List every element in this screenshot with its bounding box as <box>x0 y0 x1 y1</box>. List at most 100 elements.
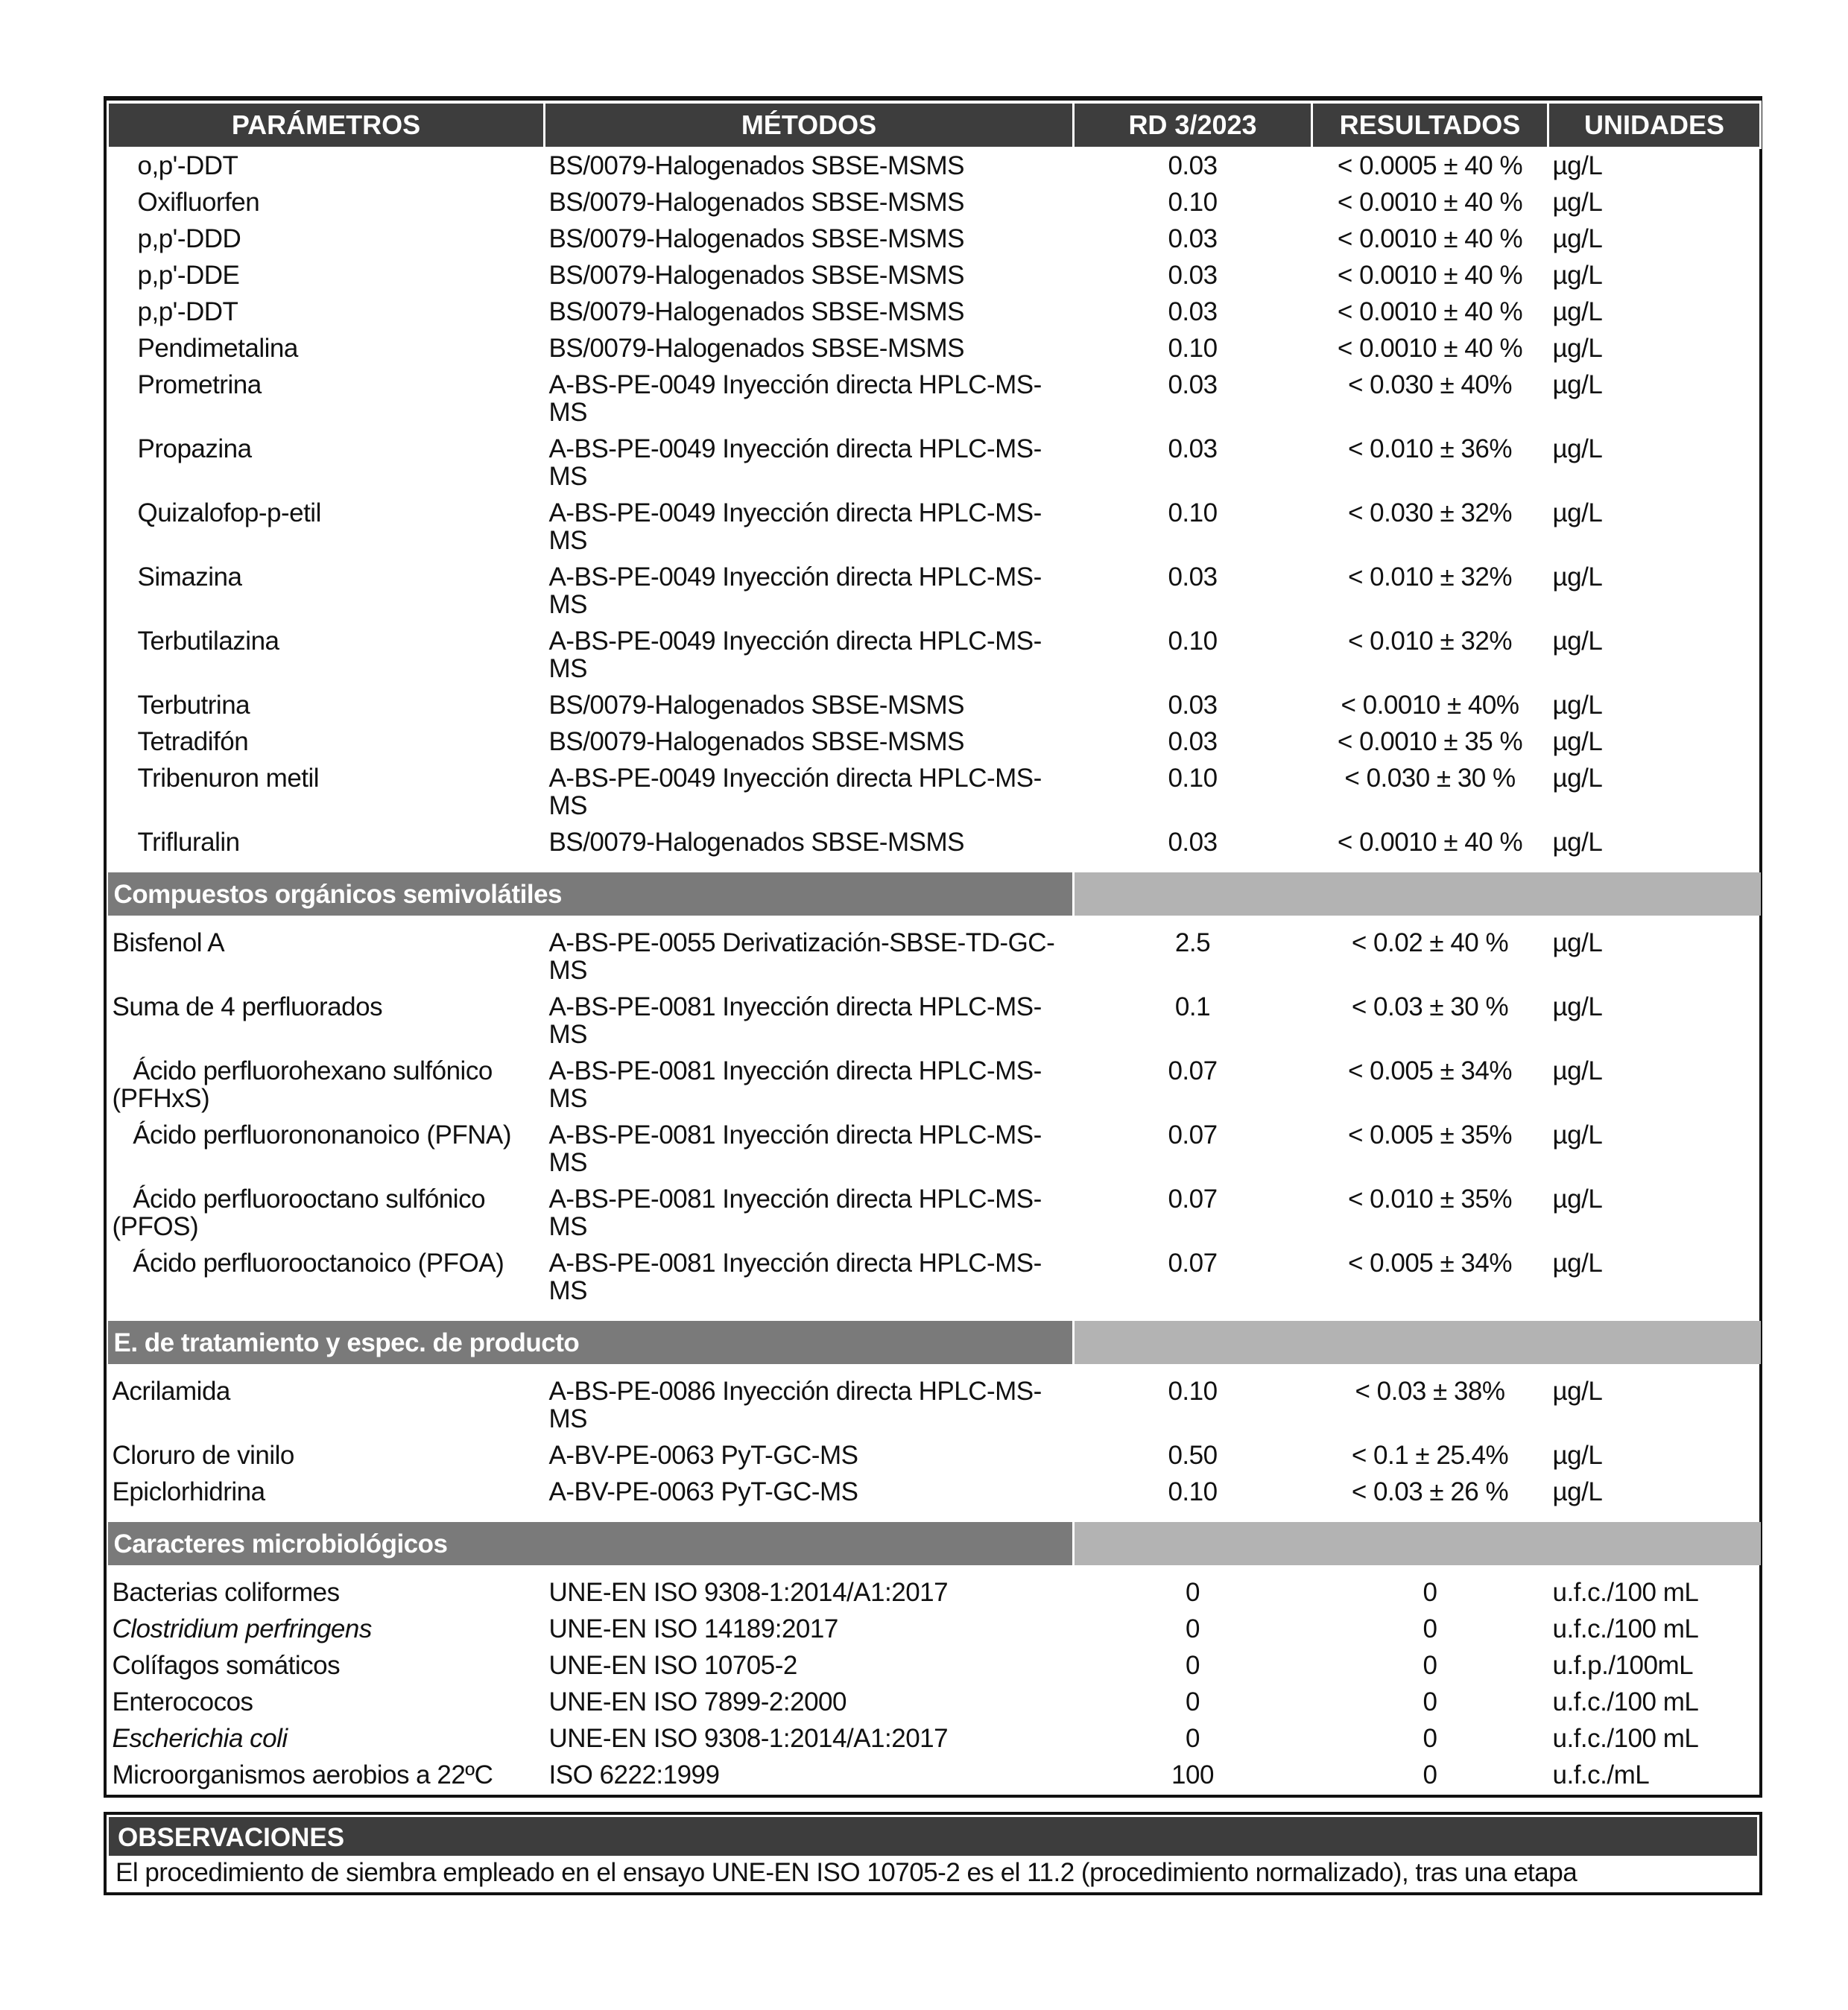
rd-limit-cell: 0 <box>1186 1724 1200 1753</box>
rd-limit-cell: 0.03 <box>1168 562 1218 592</box>
rd-limit-cell: 0.03 <box>1168 828 1218 857</box>
method-cell: A-BS-PE-0049 Inyección directa HPLC-MS-M… <box>548 764 1042 820</box>
table-row: Acrilamida A-BS-PE-0086 Inyección directa… <box>108 1375 1761 1439</box>
table-row: Suma de 4 perfluorados A-BS-PE-0081 Inyec… <box>108 990 1761 1054</box>
unit-cell: µg/L <box>1552 334 1603 363</box>
method-cell: A-BS-PE-0049 Inyección directa HPLC-MS-M… <box>548 498 1042 555</box>
result-cell: < 0.03 ± 38% <box>1355 1377 1506 1406</box>
method-cell: A-BS-PE-0049 Inyección directa HPLC-MS-M… <box>548 627 1042 683</box>
parameter-cell: Cloruro de vinilo <box>112 1441 295 1470</box>
table-row: Propazina A-BS-PE-0049 Inyección directa … <box>108 432 1761 496</box>
parameter-cell: Oxifluorfen <box>137 188 260 217</box>
method-cell: A-BS-PE-0086 Inyección directa HPLC-MS-M… <box>548 1377 1042 1433</box>
rd-limit-cell: 0.10 <box>1168 188 1218 217</box>
rd-limit-cell: 0.10 <box>1168 1477 1218 1506</box>
unit-cell: µg/L <box>1552 1249 1603 1278</box>
method-cell: BS/0079-Halogenados SBSE-MSMS <box>548 691 965 720</box>
parameter-cell: Prometrina <box>137 370 262 399</box>
result-cell: < 0.0010 ± 40 % <box>1337 188 1523 217</box>
table-row: Tribenuron metil A-BS-PE-0049 Inyección d… <box>108 761 1761 825</box>
parameter-cell: Enterococos <box>112 1687 254 1716</box>
rd-limit-cell: 0.07 <box>1168 1056 1218 1085</box>
unit-cell: µg/L <box>1552 1185 1603 1214</box>
header-rd: RD 3/2023 <box>1072 101 1313 149</box>
unit-cell: u.f.c./100 mL <box>1552 1578 1699 1607</box>
section-title: Compuestos orgánicos semivolátiles <box>107 872 1075 916</box>
table-row: Clostridium perfringens UNE-EN ISO 14189:… <box>108 1612 1761 1649</box>
method-cell: BS/0079-Halogenados SBSE-MSMS <box>548 727 965 756</box>
method-cell: UNE-EN ISO 10705-2 <box>548 1651 798 1680</box>
unit-cell: µg/L <box>1552 151 1603 180</box>
result-cell: < 0.010 ± 36% <box>1348 434 1512 463</box>
rd-limit-cell: 0.10 <box>1168 627 1218 656</box>
unit-cell: µg/L <box>1552 434 1603 463</box>
rd-limit-cell: 0.10 <box>1168 334 1218 363</box>
section-header: E. de tratamiento y espec. de producto <box>107 1321 1761 1364</box>
section-header: Caracteres microbiológicos <box>107 1522 1761 1565</box>
table-row: Ácido perfluorooctanoico (PFOA) A-BS-PE-0… <box>108 1246 1761 1310</box>
table-row: Bisfenol A A-BS-PE-0055 Derivatización-SB… <box>108 926 1761 990</box>
spacer <box>108 1364 1761 1375</box>
method-cell: A-BS-PE-0081 Inyección directa HPLC-MS-M… <box>548 1249 1042 1305</box>
observations-text: El procedimiento de siembra empleado en … <box>116 1858 1578 1887</box>
results-table: PARÁMETROS MÉTODOS RD 3/2023 RESULTADOS … <box>107 101 1762 1795</box>
parameter-cell: Acrilamida <box>112 1377 231 1406</box>
parameter-cell: Epiclorhidrina <box>112 1477 266 1506</box>
method-cell: A-BS-PE-0081 Inyección directa HPLC-MS-M… <box>548 1120 1042 1177</box>
method-cell: BS/0079-Halogenados SBSE-MSMS <box>548 828 965 857</box>
result-cell: < 0.0010 ± 40 % <box>1337 828 1523 857</box>
parameter-cell: o,p'-DDT <box>137 151 238 180</box>
parameter-cell: Quizalofop-p-etil <box>137 498 322 527</box>
unit-cell: µg/L <box>1552 1056 1603 1085</box>
section-title: Caracteres microbiológicos <box>107 1522 1075 1565</box>
unit-cell: µg/L <box>1552 928 1603 957</box>
spacer <box>108 1565 1761 1576</box>
result-cell: < 0.1 ± 25.4% <box>1351 1441 1509 1470</box>
result-cell: < 0.0010 ± 40 % <box>1337 224 1523 253</box>
section-fill <box>1073 1522 1761 1565</box>
unit-cell: µg/L <box>1552 992 1603 1021</box>
parameter-cell: Terbutilazina <box>137 627 280 656</box>
spacer <box>108 1512 1761 1522</box>
result-cell: < 0.0010 ± 40 % <box>1337 334 1523 363</box>
table-row: Ácido perfluorooctano sulfónico (PFOS) A-… <box>108 1182 1761 1246</box>
unit-cell: µg/L <box>1552 1441 1603 1470</box>
unit-cell: u.f.c./100 mL <box>1552 1724 1699 1753</box>
parameter-cell: p,p'-DDT <box>137 297 238 326</box>
rd-limit-cell: 2.5 <box>1174 928 1211 957</box>
result-cell: < 0.0010 ± 40% <box>1341 691 1519 720</box>
observations-box: OBSERVACIONES El procedimiento de siembr… <box>104 1812 1762 1895</box>
parameter-cell: p,p'-DDE <box>137 261 240 290</box>
table-row: Tetradifón BS/0079-Halogenados SBSE-MSMS 0… <box>108 725 1761 761</box>
table-header: PARÁMETROS MÉTODOS RD 3/2023 RESULTADOS … <box>107 101 1762 149</box>
spacer <box>108 862 1761 872</box>
rd-limit-cell: 0.03 <box>1168 370 1218 399</box>
table-row: Epiclorhidrina A-BV-PE-0063 PyT-GC-MS 0.10… <box>108 1475 1761 1512</box>
result-cell: 0 <box>1423 1651 1437 1680</box>
rd-limit-cell: 0.03 <box>1168 691 1218 720</box>
table-row: Escherichia coli UNE-EN ISO 9308-1:2014/A… <box>108 1722 1761 1758</box>
rd-limit-cell: 0.50 <box>1168 1441 1218 1470</box>
table-row: Terbutrina BS/0079-Halogenados SBSE-MSMS 0… <box>108 688 1761 725</box>
table-row: Enterococos UNE-EN ISO 7899-2:2000 0 0 u.f.c… <box>108 1685 1761 1722</box>
observations-title: OBSERVACIONES <box>109 1817 1757 1856</box>
parameter-cell: Terbutrina <box>137 691 250 720</box>
method-cell: A-BV-PE-0063 PyT-GC-MS <box>548 1477 858 1506</box>
table-row: Ácido perfluorohexano sulfónico (PFHxS) A… <box>108 1054 1761 1118</box>
method-cell: A-BS-PE-0081 Inyección directa HPLC-MS-M… <box>548 1056 1042 1113</box>
section-header: Compuestos orgánicos semivolátiles <box>107 872 1761 916</box>
table-row: Simazina A-BS-PE-0049 Inyección directa H… <box>108 560 1761 624</box>
rd-limit-cell: 0 <box>1186 1687 1200 1716</box>
table-row: Cloruro de vinilo A-BV-PE-0063 PyT-GC-MS 0… <box>108 1439 1761 1475</box>
unit-cell: µg/L <box>1552 261 1603 290</box>
method-cell: BS/0079-Halogenados SBSE-MSMS <box>548 188 965 217</box>
result-cell: < 0.02 ± 40 % <box>1351 928 1509 957</box>
method-cell: BS/0079-Halogenados SBSE-MSMS <box>548 224 965 253</box>
parameter-cell: Microorganismos aerobios a 22ºC <box>112 1760 493 1789</box>
rd-limit-cell: 0.07 <box>1168 1120 1218 1150</box>
unit-cell: µg/L <box>1552 370 1603 399</box>
parameter-cell: Escherichia coli <box>112 1724 288 1753</box>
unit-cell: µg/L <box>1552 498 1603 527</box>
unit-cell: µg/L <box>1552 764 1603 793</box>
table-row: Ácido perfluorononanoico (PFNA) A-BS-PE-0… <box>108 1118 1761 1182</box>
